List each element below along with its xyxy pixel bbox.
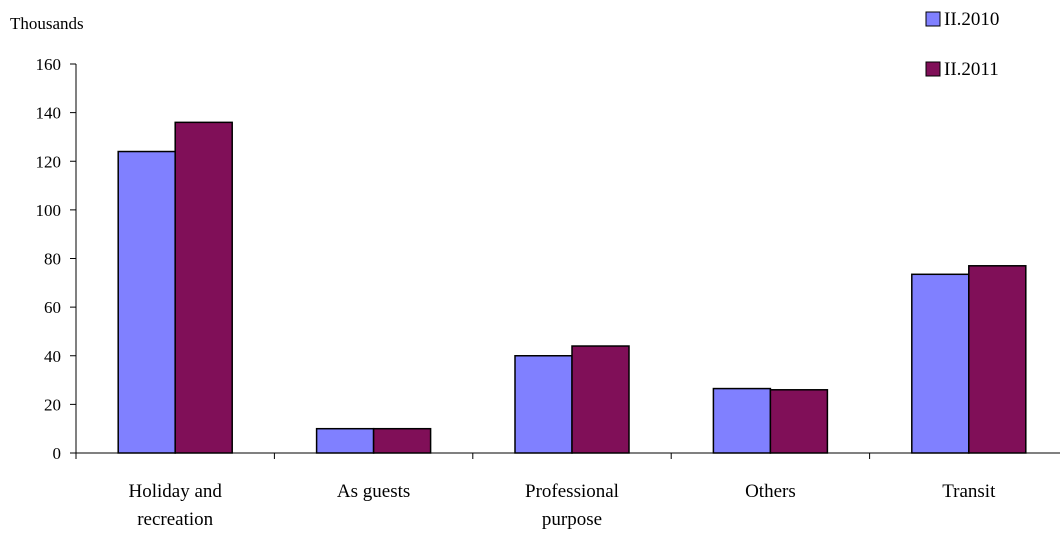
x-category-label: recreation [137,509,213,530]
x-category-label: Others [745,481,796,502]
bar-II.2010-1 [315,427,375,454]
x-axis-ticks [75,453,871,459]
bar-II.2010-0 [117,150,176,454]
legend-swatch [925,61,941,77]
y-tick-label: 0 [53,444,62,463]
y-tick-label: 100 [36,201,62,220]
bar-II.2010-3 [712,387,772,454]
x-category-label: Transit [942,481,996,502]
bar-II.2011-1 [372,427,432,454]
bar-II.2011-0 [174,121,233,454]
bar-II.2010-4 [911,273,970,454]
y-tick-label: 40 [44,347,61,366]
x-category-label: Professional [525,481,619,502]
y-axis-title: Thousands [10,14,84,33]
bar-II.2010-2 [514,355,573,454]
y-axis-ticks: 0 20 40 60 80 100 120 140 160 [36,55,76,463]
x-category-label: As guests [337,481,410,502]
legend-label: II.2011 [944,59,999,80]
x-axis-labels: Holiday and recreation As guests Profession… [128,481,996,530]
legend-label: II.2010 [944,9,999,30]
legend: II.2010 II.2011 [925,9,999,80]
bars [117,121,1027,454]
y-tick-label: 140 [36,104,62,123]
y-tick-label: 120 [36,152,62,171]
y-tick-label: 80 [44,250,61,269]
x-category-label: Holiday and [128,481,222,502]
y-tick-label: 160 [36,55,62,74]
y-tick-label: 60 [44,298,61,317]
bar-II.2011-2 [571,345,630,454]
x-category-label: purpose [542,509,602,530]
bar-II.2011-4 [968,265,1027,454]
bar-II.2011-3 [769,389,829,454]
legend-swatch [925,11,941,27]
y-tick-label: 20 [44,395,61,414]
